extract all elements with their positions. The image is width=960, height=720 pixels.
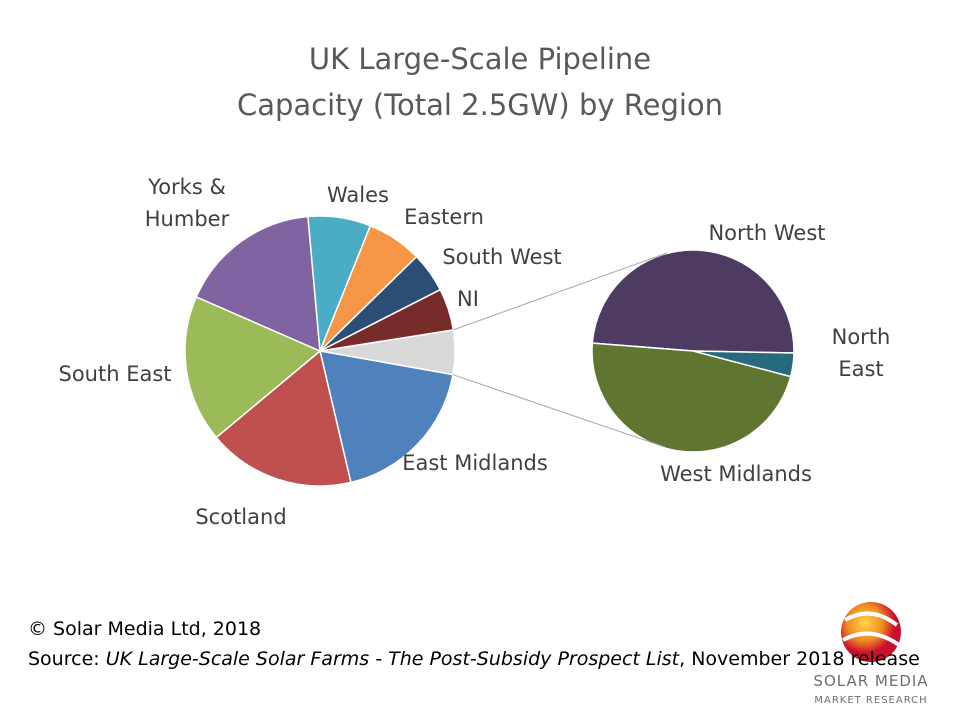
slice-label: NI [457,287,479,311]
pie-slice [215,349,352,487]
pie-slice [591,342,792,453]
slice-label: West Midlands [660,462,812,486]
connector [452,374,666,448]
pie-slice [591,249,795,354]
slice-label: Yorks & Humber [144,175,230,231]
slice-label: North East [831,325,891,381]
source: Source: UK Large-Scale Solar Farms - The… [28,648,920,670]
slice-label: South East [58,362,172,386]
logo-swirl [842,611,901,647]
chart-title: UK Large-Scale Pipeline [308,42,652,76]
source-label: Source: [28,648,106,670]
pie-slice [184,295,322,439]
copyright: © Solar Media Ltd, 2018 [28,618,262,640]
slice-label: Scotland [195,505,287,529]
pie-slice [319,350,454,484]
slice-label: North West [708,221,826,245]
logo-tagline: MARKET RESEARCH [814,695,927,706]
slice-label: South West [442,245,562,269]
slice-label: East Midlands [402,451,548,475]
connector [453,252,668,331]
chart-title: Capacity (Total 2.5GW) by Region [236,88,724,122]
source-suffix: , November 2018 release [679,648,920,670]
slice-label: Wales [327,183,389,207]
pie-slice [195,215,321,353]
slice-label: Eastern [404,205,484,229]
logo-name: SOLAR MEDIA [813,672,928,690]
source-title: UK Large-Scale Solar Farms - The Post-Su… [105,648,680,670]
